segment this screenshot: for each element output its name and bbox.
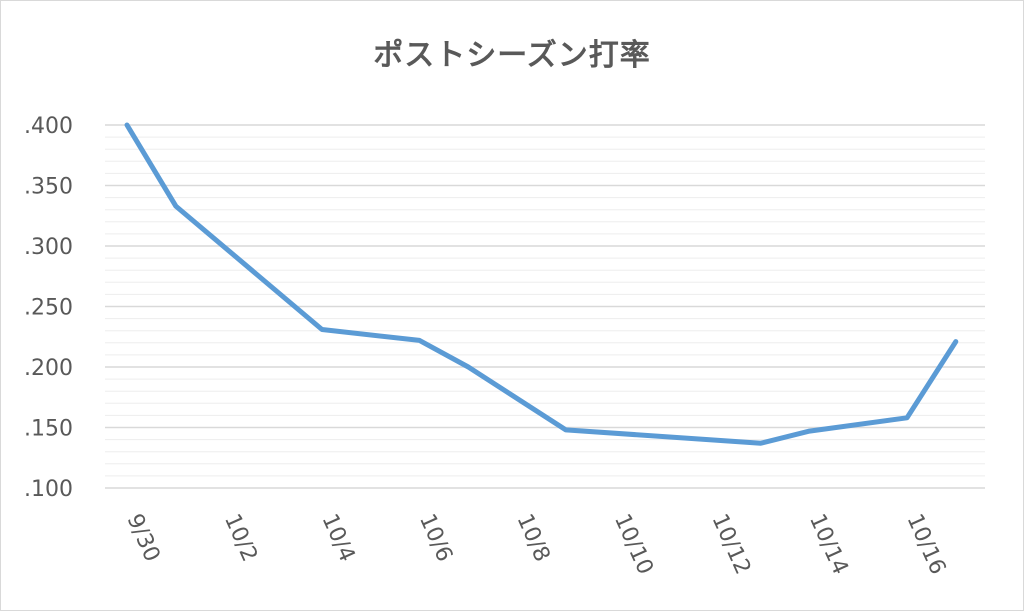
x-tick-label: 9/30: [122, 510, 165, 565]
x-tick-label: 10/2: [219, 510, 262, 565]
x-tick-label: 10/8: [512, 510, 555, 565]
x-tick-label: 10/6: [414, 510, 457, 565]
y-tick-label: .300: [24, 235, 73, 260]
y-tick-label: .150: [24, 417, 73, 442]
x-tick-label: 10/4: [317, 510, 360, 565]
chart-title: ポストシーズン打率: [373, 38, 651, 73]
x-tick-label: 10/16: [902, 510, 951, 578]
x-tick-label: 10/14: [804, 510, 853, 578]
x-tick-label: 10/10: [609, 510, 658, 578]
x-tick-label: 10/12: [707, 510, 756, 578]
y-axis-ticks: .400 .350 .300 .250 .200 .150 .100: [24, 114, 73, 502]
y-tick-label: .100: [24, 477, 73, 502]
series-line: [124, 122, 959, 446]
y-tick-label: .400: [24, 114, 73, 139]
series-lines: [124, 122, 959, 446]
y-tick-label: .200: [24, 356, 73, 381]
y-tick-label: .250: [24, 296, 73, 321]
y-tick-label: .350: [24, 175, 73, 200]
x-axis-ticks: 9/30 10/2 10/4 10/6 10/8 10/10 10/12 10/14 10/16: [122, 510, 951, 578]
grid-lines: [105, 124, 985, 489]
